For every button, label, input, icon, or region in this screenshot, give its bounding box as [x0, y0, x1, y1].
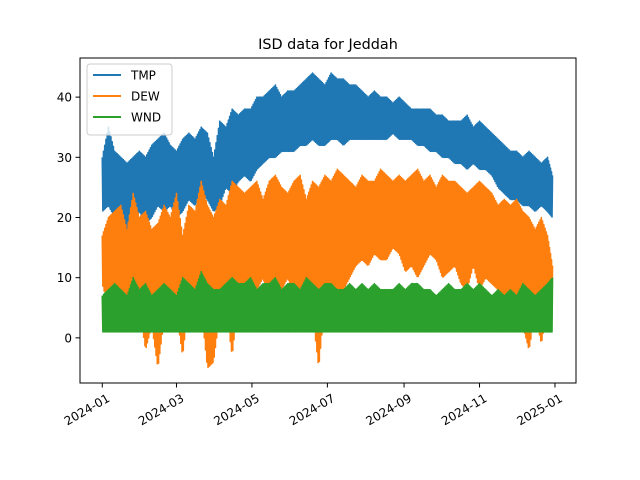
y-axis: 0 10 20 30 40	[57, 91, 80, 345]
y-tick-label: 0	[64, 331, 72, 345]
series-layer	[101, 72, 554, 369]
y-tick-label: 10	[57, 271, 72, 285]
plot-frame	[79, 57, 577, 384]
y-tick-label: 30	[57, 151, 72, 165]
legend-label-wnd: WND	[131, 111, 161, 125]
y-tick-label: 20	[57, 211, 72, 225]
series-line-tmp	[101, 72, 554, 230]
legend-label-dew: DEW	[131, 90, 160, 104]
series-line-wnd	[101, 270, 554, 333]
legend-label-tmp: TMP	[130, 69, 156, 83]
chart-title: ISD data for Jeddah	[258, 37, 398, 53]
y-tick-label: 40	[57, 91, 72, 105]
legend: TMP DEW WND	[86, 63, 173, 136]
